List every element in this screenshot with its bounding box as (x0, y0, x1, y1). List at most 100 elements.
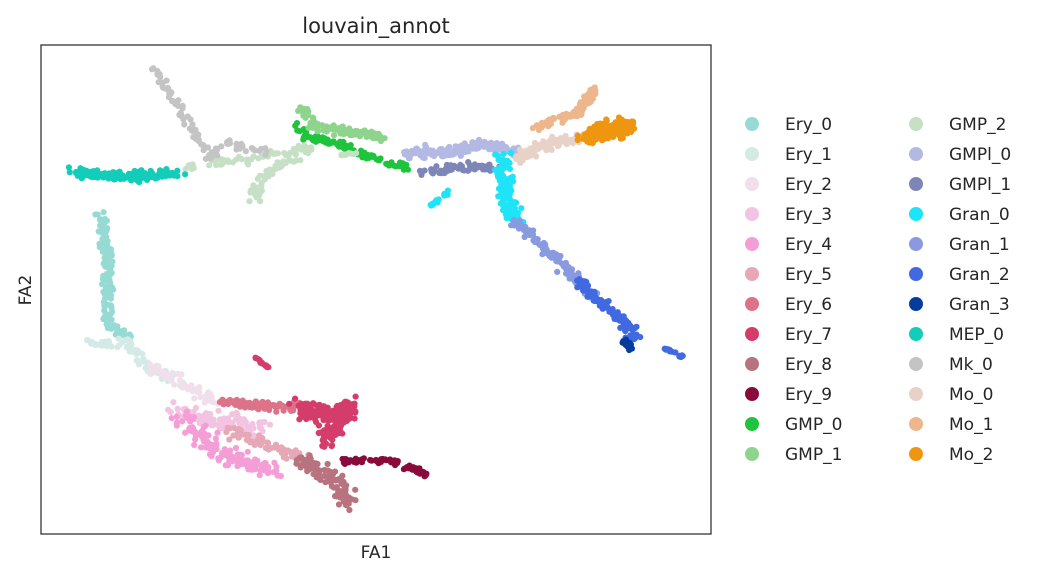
point-gran-2 (604, 304, 611, 311)
point-gran-3 (622, 338, 630, 345)
point-ery-3 (206, 410, 214, 418)
point-mo-1 (570, 112, 578, 119)
legend-marker (745, 237, 759, 251)
point-mep-0 (161, 170, 168, 177)
point-mo-0 (531, 139, 539, 147)
point-gran-2 (677, 353, 685, 361)
point-gmp-2 (293, 157, 300, 164)
point-gran-1 (521, 233, 528, 241)
point-gran-0 (508, 150, 515, 157)
point-gmp-2 (246, 198, 253, 205)
point-ery-7 (346, 415, 353, 422)
point-ery-4 (252, 462, 259, 469)
point-gran-0 (494, 170, 501, 177)
plot-frame (40, 44, 712, 535)
legend-marker (745, 117, 759, 131)
point-gran-1 (514, 221, 522, 229)
point-mk-0 (148, 66, 156, 73)
legend-marker (909, 117, 923, 131)
legend-label: GMP_2 (949, 115, 1006, 135)
point-ery-0 (118, 330, 125, 337)
point-ery-0 (96, 240, 103, 247)
point-mo-0 (548, 146, 555, 153)
point-mo-2 (599, 134, 606, 141)
point-mk-0 (262, 145, 269, 152)
point-gran-2 (637, 334, 644, 341)
point-gmp-1 (338, 129, 345, 137)
legend-item-ery-5: Ery_5 (745, 265, 832, 285)
point-ery-4 (264, 470, 272, 477)
point-ery-0 (100, 209, 107, 216)
point-ery-0 (103, 274, 110, 281)
legend-label: Ery_1 (785, 145, 832, 165)
point-gmp-1 (298, 105, 305, 112)
point-gran-0 (435, 196, 442, 203)
point-ery-8 (324, 460, 331, 468)
point-ery-3 (266, 421, 274, 428)
legend-item-gran-3: Gran_3 (909, 295, 1010, 315)
point-ery-7 (320, 430, 327, 437)
point-gmpl-1 (461, 167, 468, 174)
point-mk-0 (187, 116, 194, 123)
point-ery-8 (335, 501, 343, 508)
point-mk-0 (159, 83, 166, 90)
point-mk-0 (155, 79, 162, 86)
point-ery-9 (382, 456, 389, 463)
point-mk-0 (176, 111, 183, 119)
point-ery-2 (179, 384, 186, 391)
point-gran-1 (553, 257, 561, 264)
point-gmp-2 (189, 164, 196, 171)
point-ery-8 (342, 500, 349, 507)
point-mo-2 (628, 120, 635, 127)
point-gmp-1 (330, 132, 338, 139)
legend-label: Gran_2 (949, 265, 1010, 285)
point-mo-2 (619, 124, 626, 131)
point-ery-0 (107, 324, 114, 331)
legend-marker (745, 357, 759, 371)
point-mep-0 (89, 171, 96, 178)
point-ery-3 (234, 411, 241, 418)
point-gmp-2 (244, 159, 251, 166)
legend-item-mep-0: MEP_0 (909, 325, 1004, 345)
point-gmpl-1 (421, 167, 428, 174)
point-gmpl-0 (438, 145, 445, 153)
point-mo-2 (574, 137, 581, 144)
point-ery-4 (192, 436, 199, 443)
point-ery-2 (204, 390, 211, 398)
point-ery-5 (224, 424, 231, 431)
point-gmp-2 (220, 156, 227, 163)
point-ery-4 (273, 463, 280, 470)
legend-item-ery-2: Ery_2 (745, 175, 832, 195)
point-gran-0 (495, 156, 502, 164)
point-mk-0 (179, 102, 186, 109)
point-ery-1 (135, 361, 142, 368)
point-ery-4 (224, 462, 232, 469)
point-gmpl-1 (447, 166, 454, 174)
point-gmp-2 (258, 179, 265, 186)
point-gmp-2 (303, 147, 310, 154)
point-ery-1 (114, 344, 121, 351)
point-ery-3 (229, 419, 236, 426)
point-ery-5 (278, 449, 285, 456)
point-ery-4 (173, 413, 180, 420)
point-gran-0 (501, 161, 508, 168)
legend-marker (909, 147, 923, 161)
point-ery-7 (328, 442, 336, 449)
legend-marker (745, 417, 759, 431)
legend-label: Mk_0 (949, 355, 993, 375)
point-mep-0 (182, 171, 189, 178)
point-ery-4 (200, 430, 207, 437)
point-ery-7 (300, 409, 307, 416)
point-ery-0 (108, 310, 115, 317)
point-ery-7 (292, 395, 299, 402)
point-gmp-1 (339, 123, 346, 130)
point-ery-9 (367, 457, 374, 464)
point-ery-7 (335, 419, 342, 426)
point-mo-1 (592, 86, 599, 93)
point-mep-0 (83, 167, 90, 174)
point-gmp-2 (213, 161, 220, 169)
point-gmp-0 (312, 136, 319, 143)
point-gmp-1 (321, 125, 328, 132)
point-ery-7 (286, 400, 293, 407)
